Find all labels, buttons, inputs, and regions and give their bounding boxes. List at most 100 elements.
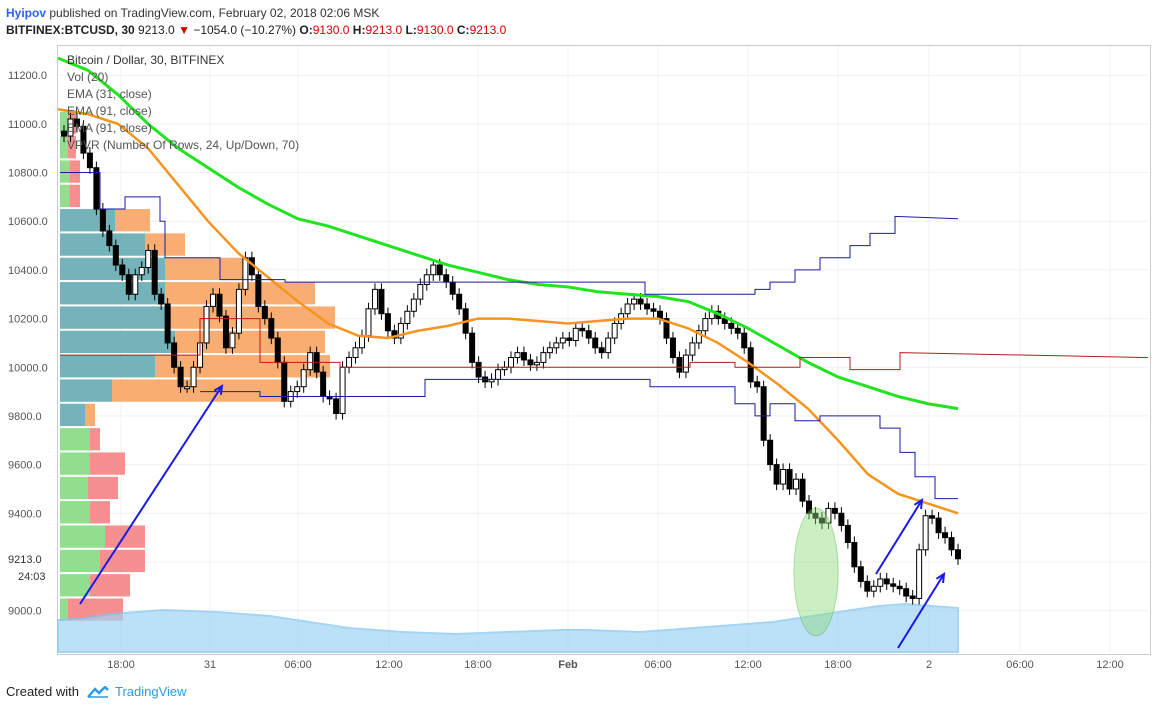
candle[interactable] xyxy=(190,366,197,388)
candle[interactable] xyxy=(86,152,93,169)
candle[interactable] xyxy=(741,332,748,349)
candle[interactable] xyxy=(844,524,851,543)
candle[interactable] xyxy=(527,359,534,366)
candle[interactable] xyxy=(307,352,314,371)
candle[interactable] xyxy=(80,125,87,154)
candle[interactable] xyxy=(339,366,346,414)
candle[interactable] xyxy=(112,245,119,266)
candle[interactable] xyxy=(281,361,288,402)
candle[interactable] xyxy=(909,595,916,599)
candle[interactable] xyxy=(352,347,359,359)
candle[interactable] xyxy=(896,585,903,590)
candle[interactable] xyxy=(838,512,845,526)
candle[interactable] xyxy=(883,578,890,585)
candle[interactable] xyxy=(320,371,327,397)
candle[interactable] xyxy=(533,361,540,366)
candle[interactable] xyxy=(423,274,430,286)
legend-vol[interactable]: Vol (20) xyxy=(67,70,109,84)
candle[interactable] xyxy=(806,500,812,514)
legend-ema31[interactable]: EMA (31, close) xyxy=(67,87,152,101)
candle[interactable] xyxy=(61,130,67,137)
candle[interactable] xyxy=(793,478,800,490)
candle[interactable] xyxy=(132,274,139,295)
candle[interactable] xyxy=(689,342,696,356)
candle[interactable] xyxy=(598,347,605,354)
legend-vpvr[interactable]: VPVR (Number Of Rows, 24, Up/Down, 70) xyxy=(67,138,300,152)
legend-ema91-a[interactable]: EMA (91, close) xyxy=(67,104,152,118)
candle[interactable] xyxy=(216,293,223,317)
candle[interactable] xyxy=(158,293,165,305)
candle[interactable] xyxy=(786,468,793,490)
candle[interactable] xyxy=(605,337,612,354)
candle[interactable] xyxy=(67,118,74,137)
candle[interactable] xyxy=(475,361,482,378)
candle[interactable] xyxy=(235,288,242,334)
candle[interactable] xyxy=(877,578,884,587)
candle[interactable] xyxy=(942,532,949,539)
candle[interactable] xyxy=(514,352,521,359)
candle[interactable] xyxy=(903,588,910,597)
candle[interactable] xyxy=(294,386,301,393)
candle[interactable] xyxy=(203,305,210,344)
candle[interactable] xyxy=(268,318,275,339)
candle[interactable] xyxy=(508,357,514,368)
candle[interactable] xyxy=(520,352,527,361)
publisher-name[interactable]: Hyipov xyxy=(6,6,47,20)
candle[interactable] xyxy=(495,369,502,380)
candle[interactable] xyxy=(177,366,184,388)
candle[interactable] xyxy=(572,327,579,341)
candle[interactable] xyxy=(566,337,573,341)
candle[interactable] xyxy=(559,337,566,344)
candle[interactable] xyxy=(404,310,411,324)
candle[interactable] xyxy=(346,357,353,368)
candle[interactable] xyxy=(818,517,825,524)
candle[interactable] xyxy=(780,468,787,485)
candle[interactable] xyxy=(825,507,832,524)
candle[interactable] xyxy=(274,337,281,363)
candle[interactable] xyxy=(734,327,741,334)
candle[interactable] xyxy=(682,354,689,373)
candle[interactable] xyxy=(916,549,923,599)
candle[interactable] xyxy=(430,264,437,276)
candle[interactable] xyxy=(210,293,216,307)
candle[interactable] xyxy=(676,357,683,373)
candle[interactable] xyxy=(955,549,961,560)
candle[interactable] xyxy=(857,566,864,582)
candle[interactable] xyxy=(929,515,936,519)
candle[interactable] xyxy=(456,293,463,310)
candle[interactable] xyxy=(773,464,780,485)
tradingview-brand[interactable]: TradingView xyxy=(87,684,187,699)
candle[interactable] xyxy=(851,541,858,568)
candle[interactable] xyxy=(300,369,307,388)
candle[interactable] xyxy=(948,537,955,551)
candle[interactable] xyxy=(799,478,806,502)
candle[interactable] xyxy=(184,386,191,390)
candle[interactable] xyxy=(417,284,424,300)
candle[interactable] xyxy=(384,313,391,332)
candle[interactable] xyxy=(229,332,236,349)
candle[interactable] xyxy=(359,335,365,349)
candle[interactable] xyxy=(93,167,100,210)
candle[interactable] xyxy=(579,327,586,332)
candle[interactable] xyxy=(592,337,599,349)
candle[interactable] xyxy=(728,322,735,329)
candle[interactable] xyxy=(371,288,378,310)
candle[interactable] xyxy=(546,347,553,354)
candle[interactable] xyxy=(138,266,145,276)
candle[interactable] xyxy=(255,274,262,307)
candle[interactable] xyxy=(922,515,929,551)
candle[interactable] xyxy=(702,318,709,332)
candle[interactable] xyxy=(624,303,631,315)
legend-ema91-b[interactable]: EMA (91, close) xyxy=(67,121,152,135)
candle[interactable] xyxy=(99,208,106,232)
candle[interactable] xyxy=(125,274,132,295)
candle[interactable] xyxy=(890,583,897,587)
candle[interactable] xyxy=(119,264,126,276)
candle[interactable] xyxy=(242,257,249,290)
candle[interactable] xyxy=(585,330,592,339)
candle[interactable] xyxy=(222,315,229,349)
candle[interactable] xyxy=(644,303,651,310)
candle[interactable] xyxy=(812,512,819,519)
candle[interactable] xyxy=(663,318,670,339)
